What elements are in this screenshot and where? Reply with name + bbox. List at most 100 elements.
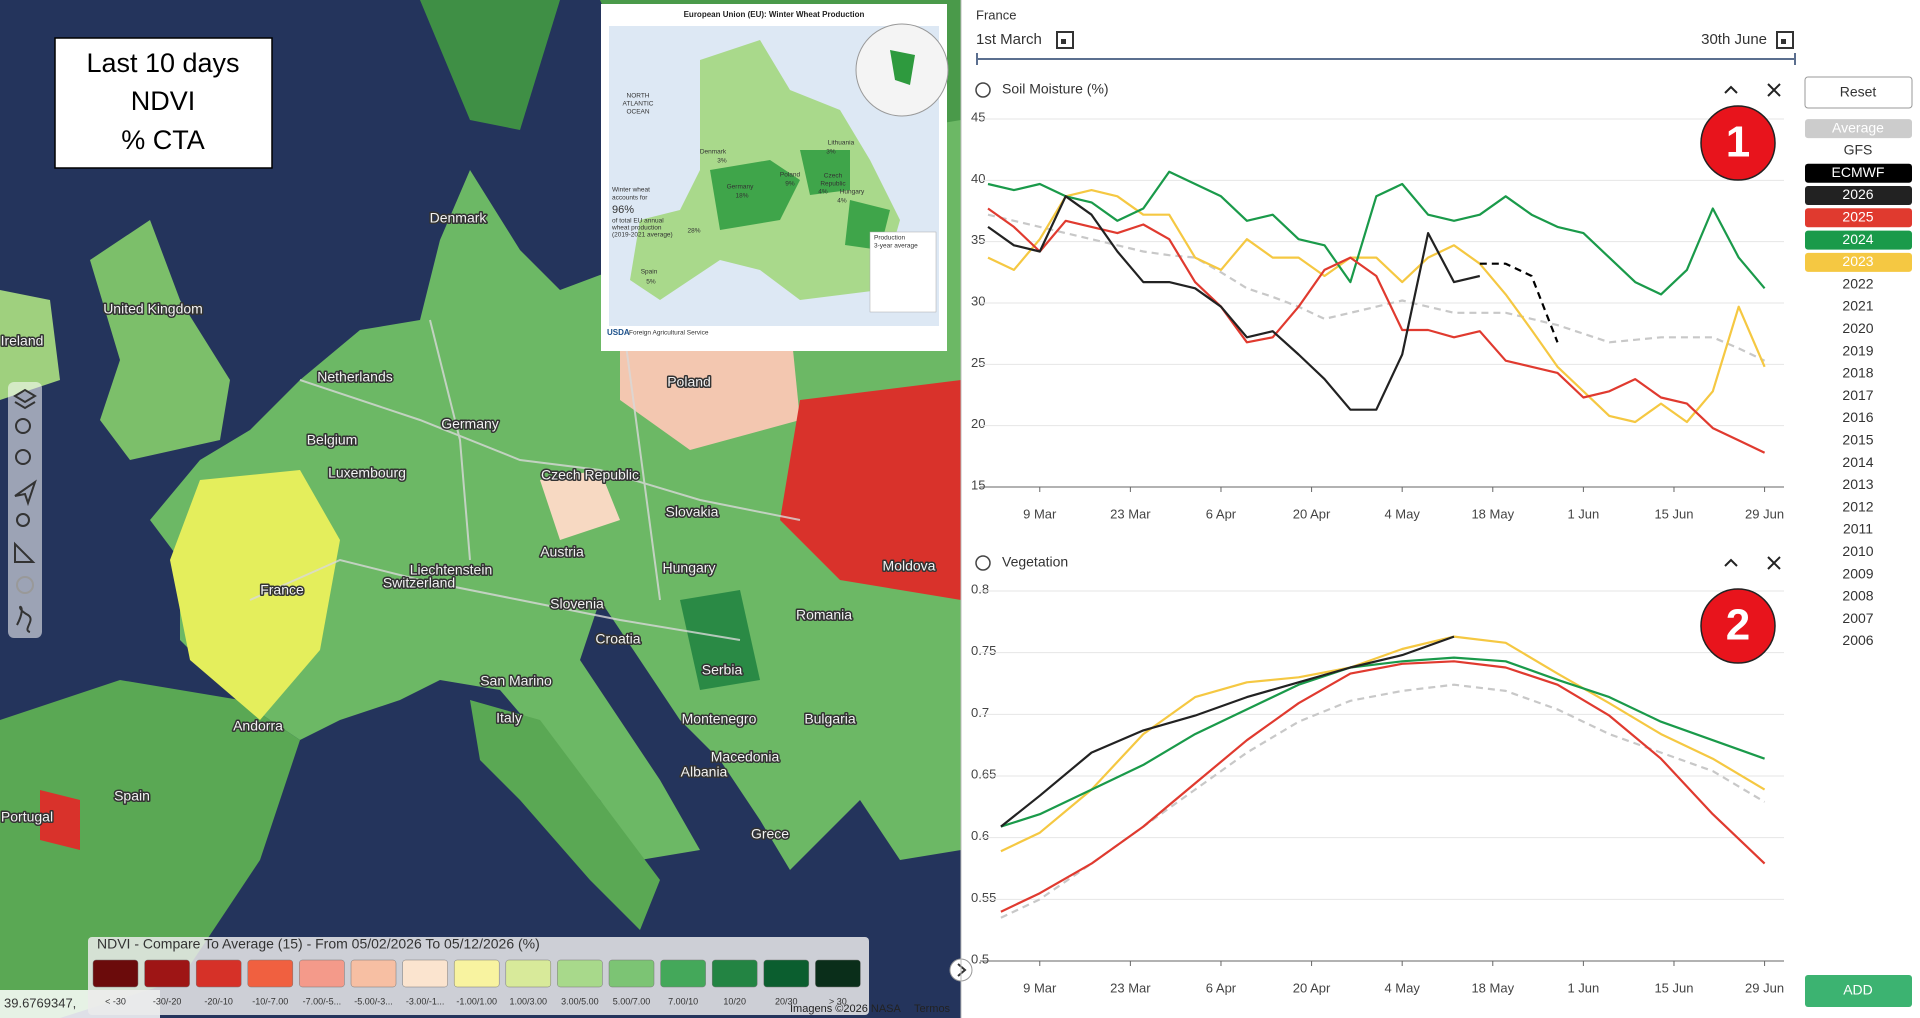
country-label: San Marino [480, 673, 552, 689]
chart-title: Soil Moisture (%) [1002, 81, 1109, 97]
add-label[interactable]: ADD [1843, 982, 1873, 998]
selector-item[interactable]: 2012 [1842, 498, 1873, 514]
zoom-in-icon[interactable] [15, 418, 31, 434]
inset-label: Winter wheat [612, 187, 650, 194]
legend-label: -3.00/-1... [406, 996, 445, 1006]
selector-item[interactable]: 2020 [1842, 320, 1873, 336]
annotation-label: 1 [1726, 118, 1750, 167]
country-label: Luxembourg [328, 465, 406, 481]
country-label: Croatia [595, 631, 640, 647]
selector-item[interactable]: 2015 [1842, 432, 1873, 448]
selector-pill [1805, 252, 1912, 272]
series-line [1000, 656, 1765, 828]
panel-icon [975, 555, 991, 571]
y-tick-label: 15 [971, 477, 985, 492]
target-icon[interactable] [16, 576, 34, 594]
start-date[interactable]: 1st March [976, 31, 1042, 48]
region-name: France [976, 7, 1016, 22]
calendar-icon[interactable] [1056, 31, 1074, 49]
layers-icon[interactable] [13, 388, 37, 410]
calendar-icon[interactable] [1776, 31, 1794, 49]
series-line [987, 207, 1766, 454]
y-tick-label: 20 [971, 416, 985, 431]
x-tick-label: 23 Mar [1110, 980, 1151, 995]
country-label: Netherlands [317, 369, 393, 385]
selector-item[interactable]: 2008 [1842, 588, 1873, 604]
reset-button[interactable] [1804, 76, 1913, 109]
end-date[interactable]: 30th June [1701, 31, 1767, 48]
country-label: Serbia [702, 662, 743, 678]
selector-item[interactable]: 2025 [1842, 209, 1873, 225]
reset-label[interactable]: Reset [1840, 84, 1877, 100]
selector-item[interactable]: 2011 [1843, 521, 1873, 537]
selector-item[interactable]: 2024 [1842, 231, 1873, 247]
selector-item[interactable]: 2017 [1842, 387, 1873, 403]
selector-item[interactable]: GFS [1844, 142, 1873, 158]
selector-item[interactable]: 2010 [1842, 543, 1873, 559]
zoom-out-icon[interactable] [15, 449, 31, 465]
panel-icon [975, 82, 991, 98]
x-tick-label: 4 May [1384, 506, 1420, 521]
inset-label: Republic [820, 181, 846, 188]
inset-label: 5% [646, 279, 656, 286]
x-tick-label: 1 Jun [1567, 506, 1599, 521]
y-tick-label: 0.8 [971, 581, 989, 596]
series-line [987, 195, 1481, 411]
selector-item[interactable]: 2006 [1842, 632, 1873, 648]
series-line [1000, 635, 1766, 853]
country-label: Ireland [1, 333, 44, 349]
draw-icon[interactable] [16, 605, 32, 633]
selector-item[interactable]: 2018 [1842, 365, 1873, 381]
country-label: Poland [667, 374, 711, 390]
legend-swatch [557, 959, 603, 988]
locate-icon[interactable] [14, 479, 37, 507]
y-tick-label: 30 [971, 293, 985, 308]
selector-item[interactable]: 2014 [1842, 454, 1873, 470]
selector-item[interactable]: ECMWF [1832, 164, 1885, 180]
selector-item[interactable]: 2026 [1842, 186, 1873, 202]
close-icon[interactable] [1767, 83, 1781, 97]
overlay-line: % CTA [121, 125, 205, 155]
country-label: United Kingdom [103, 301, 203, 317]
country-label: Macedonia [711, 749, 780, 765]
selector-item[interactable]: 2021 [1842, 298, 1873, 314]
country-label: Austria [540, 544, 584, 560]
country-label: Spain [114, 788, 150, 804]
country-label: Albania [681, 764, 728, 780]
y-tick-label: 45 [971, 109, 985, 124]
legend-label: -5.00/-3... [354, 996, 393, 1006]
series-line [1000, 683, 1766, 919]
inset-label: USDA [607, 328, 630, 337]
country-label: Portugal [1, 809, 53, 825]
inset-label: Production [874, 235, 905, 242]
measure-icon[interactable] [14, 541, 36, 563]
inset-label: 3% [826, 149, 836, 156]
selector-item[interactable]: 2013 [1842, 476, 1873, 492]
terms-link[interactable]: Termos [914, 1003, 951, 1015]
legend-swatch [815, 959, 861, 988]
collapse-icon[interactable] [1724, 85, 1738, 94]
selector-item[interactable]: 2007 [1842, 610, 1873, 626]
y-tick-label: 0.6 [971, 828, 989, 843]
collapse-icon[interactable] [1724, 558, 1738, 567]
x-tick-label: 1 Jun [1567, 980, 1599, 995]
selector-item[interactable]: 2022 [1842, 275, 1873, 291]
selector-item[interactable]: Average [1832, 119, 1884, 135]
selector-item[interactable]: 2009 [1842, 565, 1873, 581]
close-icon[interactable] [1767, 556, 1781, 570]
search-icon[interactable] [16, 513, 30, 527]
series-line [987, 170, 1766, 296]
selector-item[interactable]: 2023 [1842, 253, 1873, 269]
add-button[interactable] [1805, 975, 1912, 1007]
region-highlight [40, 790, 80, 850]
series-line [1479, 262, 1559, 343]
selector-item[interactable]: 2019 [1842, 342, 1873, 358]
calendar-day [1061, 39, 1066, 44]
inset-label: Hungary [840, 189, 865, 196]
legend-swatch [92, 959, 139, 988]
region-highlight [170, 470, 340, 720]
attribution: Imagens ©2026 NASA [790, 1003, 901, 1015]
selector-item[interactable]: 2016 [1842, 409, 1873, 425]
legend-label: 10/20 [723, 996, 746, 1006]
